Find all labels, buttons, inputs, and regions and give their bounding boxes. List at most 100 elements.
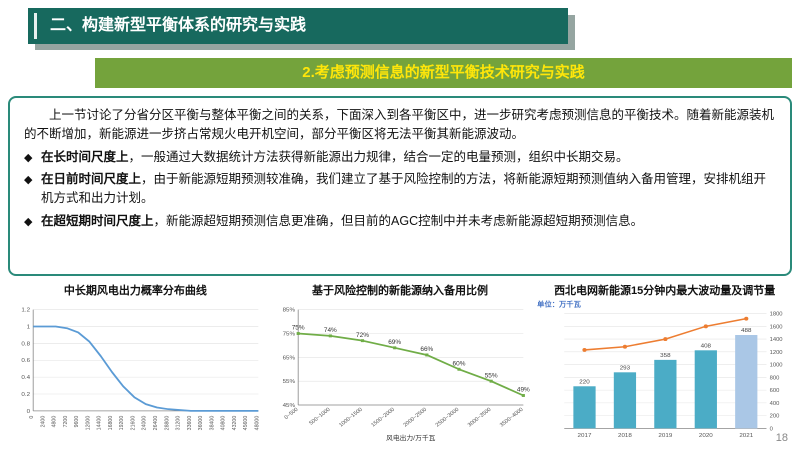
chart-title: 基于风险控制的新能源纳入备用比例: [312, 285, 488, 297]
diamond-bullet-icon: ◆: [24, 215, 33, 228]
svg-text:500~1000: 500~1000: [308, 407, 331, 427]
svg-text:75%: 75%: [291, 325, 304, 332]
svg-text:65%: 65%: [282, 355, 295, 361]
bullet-bold-text: 在日前时间尺度上: [41, 172, 142, 187]
svg-text:48000: 48000: [254, 416, 260, 431]
chart-canvas-northwest-grid: 0 200 400 600 800 1000 1200 1400 1600 1800 220 2017…: [538, 300, 783, 439]
svg-text:单位：万千瓦: 单位：万千瓦: [538, 300, 582, 309]
section-title: 二、构建新型平衡体系的研究与实践: [50, 17, 307, 34]
chart-title: 中长期风电出力概率分布曲线: [63, 285, 207, 297]
svg-text:43200: 43200: [232, 416, 238, 431]
chart-canvas-reserve-ratio: 45% 55% 65% 75% 85% 0~500 500~1000 1000~1500 150…: [282, 308, 530, 442]
svg-text:1800: 1800: [770, 312, 783, 318]
svg-text:1400: 1400: [770, 337, 783, 343]
diamond-bullet-icon: ◆: [24, 151, 33, 164]
svg-text:31200: 31200: [175, 416, 181, 431]
svg-text:40800: 40800: [220, 416, 226, 431]
svg-text:2000~2500: 2000~2500: [402, 407, 428, 428]
svg-text:0: 0: [770, 426, 773, 432]
svg-text:4800: 4800: [52, 416, 58, 428]
svg-text:38400: 38400: [209, 416, 215, 431]
svg-text:2021: 2021: [740, 433, 755, 439]
svg-text:21600: 21600: [130, 416, 136, 431]
svg-text:0.8: 0.8: [21, 341, 30, 347]
section-header: 二、构建新型平衡体系的研究与实践: [28, 8, 575, 50]
bullet-rest-text: ，一般通过大数据统计方法获得新能源出力规律，结合一定的电量预测，组织中长期交易。: [128, 149, 629, 164]
svg-text:0.6: 0.6: [21, 358, 30, 364]
content-box: 上一节讨论了分省分区平衡与整体平衡之间的关系，下面深入到各平衡区中，进一步研究考…: [8, 96, 792, 276]
subtitle-banner: 2.考虑预测信息的新型平衡技术研究与实践: [95, 58, 792, 88]
svg-text:36000: 36000: [198, 416, 204, 431]
svg-text:220: 220: [580, 380, 591, 386]
svg-text:1: 1: [27, 325, 31, 331]
svg-text:33600: 33600: [187, 416, 193, 431]
page-number: 18: [775, 432, 788, 444]
svg-text:26400: 26400: [153, 416, 159, 431]
svg-text:0: 0: [29, 416, 35, 419]
svg-text:45%: 45%: [282, 403, 295, 409]
intro-paragraph: 上一节讨论了分省分区平衡与整体平衡之间的关系，下面深入到各平衡区中，进一步研究考…: [24, 108, 775, 141]
svg-text:2018: 2018: [618, 433, 633, 439]
svg-text:49%: 49%: [517, 387, 530, 394]
svg-text:2500~3000: 2500~3000: [434, 407, 460, 428]
svg-text:1500~2000: 1500~2000: [370, 407, 396, 428]
svg-text:14400: 14400: [97, 416, 103, 431]
svg-text:75%: 75%: [282, 332, 295, 338]
svg-text:85%: 85%: [282, 308, 295, 314]
bullet-item-ultrashort-timescale: ◆ 在超短期时间尺度上，新能源超短期预测信息更准确，但目前的AGC控制中并未考虑新…: [24, 212, 776, 231]
svg-text:45600: 45600: [243, 416, 249, 431]
bullet-bold-text: 在长时间尺度上: [41, 149, 129, 164]
svg-text:55%: 55%: [484, 372, 497, 379]
svg-text:1.2: 1.2: [21, 308, 30, 314]
svg-text:风电出力/万千瓦: 风电出力/万千瓦: [386, 433, 436, 442]
bullet-rest-text: ，新能源超短期预测信息更准确，但目前的AGC控制中并未考虑新能源超短期预测信息。: [153, 213, 644, 228]
svg-text:1200: 1200: [770, 350, 783, 356]
svg-text:0.2: 0.2: [21, 392, 30, 398]
svg-text:24000: 24000: [142, 416, 148, 431]
svg-text:55%: 55%: [282, 379, 295, 385]
svg-text:800: 800: [770, 375, 780, 381]
chart-panel-northwest-grid: 西北电网新能源15分钟内最大波动量及调节量 0 200 400 600 800 1000 1…: [533, 280, 796, 442]
svg-text:2020: 2020: [699, 433, 714, 439]
diamond-bullet-icon: ◆: [24, 174, 33, 187]
svg-text:600: 600: [770, 388, 780, 394]
svg-text:16800: 16800: [108, 416, 114, 431]
svg-text:66%: 66%: [420, 346, 433, 353]
svg-text:12000: 12000: [85, 416, 91, 431]
svg-text:488: 488: [741, 328, 752, 334]
bullet-bold-text: 在超短期时间尺度上: [41, 213, 154, 228]
svg-text:2019: 2019: [659, 433, 674, 439]
bullet-item-long-timescale: ◆ 在长时间尺度上，一般通过大数据统计方法获得新能源出力规律，结合一定的电量预测，…: [24, 148, 776, 167]
bullet-item-dayahead-timescale: ◆ 在日前时间尺度上，由于新能源短期预测较准确，我们建立了基于风险控制的方法，将新…: [24, 170, 776, 208]
svg-text:19200: 19200: [119, 416, 125, 431]
header-accent-bar: [34, 13, 37, 39]
svg-text:3500~4000: 3500~4000: [499, 407, 525, 428]
chart-panel-wind-probability: 中长期风电出力概率分布曲线 0 0.2 0.4 0.6 0.8 1 1.2 0 2400 4800…: [4, 280, 267, 442]
svg-text:0: 0: [27, 409, 31, 415]
chart-canvas-wind-probability: 0 0.2 0.4 0.6 0.8 1 1.2 0 2400 4800 7200 9600 12000 1…: [21, 308, 260, 431]
chart-panel-reserve-ratio: 基于风险控制的新能源纳入备用比例 45% 55% 65% 75% 85% 0~500 500…: [269, 280, 532, 442]
svg-text:200: 200: [770, 414, 780, 420]
svg-text:2400: 2400: [40, 416, 46, 428]
svg-text:1000~1500: 1000~1500: [338, 407, 364, 428]
svg-text:3000~3500: 3000~3500: [467, 407, 493, 428]
svg-text:0.4: 0.4: [21, 375, 30, 381]
bullet-rest-text: ，由于新能源短期预测较准确，我们建立了基于风险控制的方法，将新能源短期预测值纳入…: [41, 172, 767, 205]
svg-text:0~500: 0~500: [283, 407, 299, 421]
svg-text:69%: 69%: [388, 339, 401, 346]
svg-text:408: 408: [701, 344, 712, 350]
svg-text:7200: 7200: [63, 416, 69, 428]
svg-text:60%: 60%: [452, 361, 465, 368]
svg-text:2017: 2017: [578, 433, 593, 439]
charts-row: 中长期风电出力概率分布曲线 0 0.2 0.4 0.6 0.8 1 1.2 0 2400 4800…: [4, 280, 796, 442]
svg-text:358: 358: [661, 353, 672, 359]
svg-text:400: 400: [770, 401, 780, 407]
chart-title: 西北电网新能源15分钟内最大波动量及调节量: [554, 285, 776, 297]
svg-text:9600: 9600: [74, 416, 80, 428]
svg-text:293: 293: [620, 366, 631, 372]
svg-text:74%: 74%: [324, 327, 337, 334]
svg-text:1000: 1000: [770, 363, 783, 369]
subtitle-text: 2.考虑预测信息的新型平衡技术研究与实践: [302, 64, 585, 81]
svg-text:72%: 72%: [356, 332, 369, 339]
svg-text:28800: 28800: [164, 416, 170, 431]
